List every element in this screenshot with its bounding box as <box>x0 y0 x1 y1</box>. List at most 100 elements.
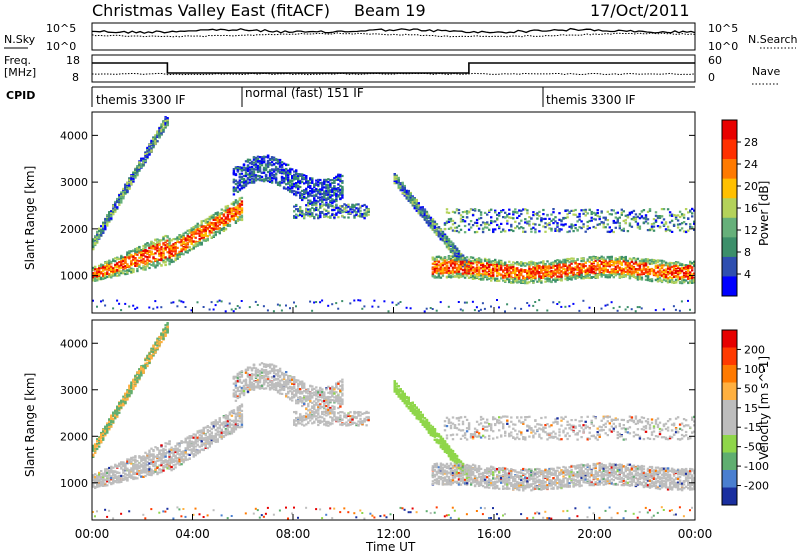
range-cell <box>124 259 127 262</box>
range-cell <box>317 196 320 199</box>
range-cell <box>437 276 441 279</box>
range-cell <box>612 273 615 276</box>
range-cell <box>313 199 316 202</box>
range-cell <box>546 224 549 227</box>
range-cell <box>506 222 509 225</box>
range-cell <box>339 191 342 194</box>
range-cell <box>536 262 539 265</box>
range-cell <box>297 214 300 217</box>
range-cell <box>124 186 127 189</box>
range-cell <box>433 228 437 231</box>
range-cell <box>118 199 121 202</box>
range-cell <box>232 202 236 205</box>
range-cell <box>110 212 113 215</box>
range-cell <box>572 273 575 277</box>
range-cell <box>278 158 282 162</box>
range-cell <box>620 257 623 260</box>
range-cell <box>441 261 445 265</box>
range-cell <box>471 214 475 217</box>
range-cell <box>341 185 344 188</box>
range-cell <box>266 159 270 163</box>
range-cell <box>620 255 623 259</box>
range-cell <box>508 272 511 275</box>
range-cell <box>136 270 139 273</box>
range-cell <box>584 208 587 211</box>
range-cell <box>268 178 272 181</box>
range-cell <box>232 207 236 210</box>
range-cell <box>96 233 99 236</box>
range-cell <box>311 206 314 209</box>
range-cell <box>614 257 617 260</box>
range-cell <box>467 223 471 226</box>
range-cell <box>349 206 352 209</box>
range-cell <box>590 219 593 222</box>
range-cell <box>449 264 453 267</box>
ground-scatter-cell <box>496 299 498 301</box>
range-cell <box>463 224 467 228</box>
ground-scatter-cell <box>618 305 621 308</box>
range-cell <box>164 126 167 129</box>
range-cell <box>584 230 587 233</box>
range-cell <box>459 228 463 231</box>
range-cell <box>92 245 95 248</box>
range-cell <box>455 256 459 260</box>
range-cell <box>542 263 545 266</box>
range-cell <box>150 139 153 142</box>
range-cell <box>576 265 579 268</box>
range-cell <box>278 161 282 164</box>
range-cell <box>467 263 471 266</box>
range-cell <box>190 239 193 242</box>
range-cell <box>178 255 181 258</box>
range-cell <box>473 260 477 263</box>
range-cell <box>278 163 282 166</box>
range-cell <box>506 264 509 267</box>
range-cell <box>522 280 525 284</box>
range-cell <box>309 194 312 197</box>
range-cell <box>236 219 240 222</box>
range-cell <box>486 266 489 269</box>
ground-scatter-cell <box>612 307 615 310</box>
range-cell <box>496 268 499 271</box>
range-cell <box>212 223 215 226</box>
range-cell <box>431 222 435 225</box>
range-cell <box>166 236 169 239</box>
range-cell <box>280 161 284 164</box>
range-cell <box>552 262 555 265</box>
range-cell <box>102 229 105 232</box>
range-cell <box>329 189 332 192</box>
range-cell <box>532 226 535 229</box>
range-cell <box>120 270 123 273</box>
range-cell <box>453 221 457 225</box>
range-cell <box>208 230 211 233</box>
range-cell <box>449 255 453 258</box>
range-cell <box>138 248 141 251</box>
range-cell <box>242 181 246 184</box>
range-cell <box>602 221 605 224</box>
range-cell <box>357 203 360 206</box>
range-cell <box>315 193 318 196</box>
range-cell <box>198 232 201 235</box>
range-cell <box>319 202 322 206</box>
ground-scatter-cell <box>240 300 243 302</box>
range-cell <box>516 225 519 228</box>
range-cell <box>498 273 501 276</box>
range-cell <box>152 146 155 149</box>
range-cell <box>92 266 95 269</box>
range-cell <box>393 173 396 176</box>
range-cell <box>467 258 471 261</box>
range-cell <box>544 277 547 280</box>
range-cell <box>92 240 95 243</box>
range-cell <box>407 194 410 198</box>
range-cell <box>445 276 449 279</box>
range-cell <box>240 175 244 178</box>
range-cell <box>186 238 189 242</box>
range-cell <box>289 172 292 176</box>
range-cell <box>544 271 547 274</box>
range-cell <box>321 198 324 201</box>
cpid-panel: CPID themis 3300 IF normal (fast) 151 IF… <box>6 86 695 107</box>
range-cell <box>92 273 95 276</box>
range-cell <box>224 217 228 220</box>
range-cell <box>230 212 234 215</box>
range-cell <box>447 218 451 221</box>
range-cell <box>319 182 322 185</box>
